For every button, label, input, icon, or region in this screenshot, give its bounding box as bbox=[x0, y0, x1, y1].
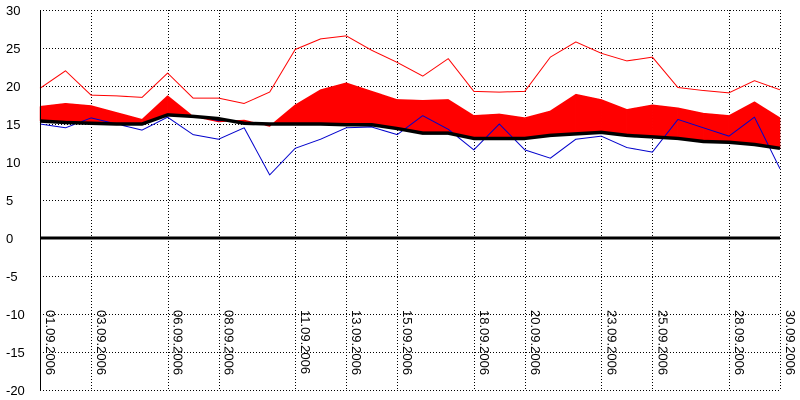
fill-segment bbox=[626, 104, 653, 138]
fill-segment bbox=[652, 104, 679, 139]
min-temperature-line bbox=[39, 115, 781, 176]
max-temperature-line bbox=[39, 35, 781, 104]
x-tick-label: 25.09.2006 bbox=[655, 310, 670, 375]
fill-segment bbox=[345, 82, 372, 126]
y-tick-label: 10 bbox=[6, 155, 20, 170]
x-tick-label: 08.09.2006 bbox=[222, 310, 237, 375]
x-tick-label: 13.09.2006 bbox=[349, 310, 364, 375]
y-tick-label: -15 bbox=[6, 345, 25, 360]
y-tick-label: 30 bbox=[6, 3, 20, 18]
x-tick-label: 18.09.2006 bbox=[477, 310, 492, 375]
series-lines bbox=[39, 35, 781, 176]
x-tick-label: 30.09.2006 bbox=[783, 310, 798, 375]
axes bbox=[40, 10, 780, 390]
x-tick-label: 23.09.2006 bbox=[604, 310, 619, 375]
x-tick-label: 03.09.2006 bbox=[94, 310, 109, 375]
y-axis-ticks: 30 25 20 15 10 5 0 -5 -10 -15 -20 bbox=[6, 3, 25, 398]
y-tick-label: -10 bbox=[6, 307, 25, 322]
y-tick-label: 20 bbox=[6, 79, 20, 94]
normal-temperature-line bbox=[39, 113, 781, 151]
fill-segment bbox=[422, 99, 449, 134]
y-tick-label: -20 bbox=[6, 383, 25, 398]
fill-segment bbox=[550, 93, 577, 136]
x-axis-ticks: 01.09.2006 03.09.2006 06.09.2006 08.09.2006… bbox=[43, 310, 798, 375]
x-tick-label: 28.09.2006 bbox=[732, 310, 747, 375]
fill-segment bbox=[65, 103, 92, 124]
x-tick-label: 15.09.2006 bbox=[400, 310, 415, 375]
y-tick-label: -5 bbox=[6, 269, 18, 284]
fill-segment bbox=[575, 94, 602, 135]
fill-segment bbox=[371, 90, 398, 129]
y-tick-label: 15 bbox=[6, 117, 20, 132]
x-tick-label: 20.09.2006 bbox=[528, 310, 543, 375]
fill-segment bbox=[294, 89, 321, 125]
mean-temperature-line bbox=[39, 82, 781, 127]
x-tick-label: 06.09.2006 bbox=[171, 310, 186, 375]
y-tick-label: 25 bbox=[6, 41, 20, 56]
y-tick-label: 5 bbox=[6, 193, 13, 208]
x-tick-label: 01.09.2006 bbox=[43, 310, 58, 375]
fill-segment bbox=[703, 113, 730, 143]
y-tick-label: 0 bbox=[6, 231, 13, 246]
x-tick-label: 11.09.2006 bbox=[298, 310, 313, 374]
fill-segment bbox=[473, 113, 500, 139]
